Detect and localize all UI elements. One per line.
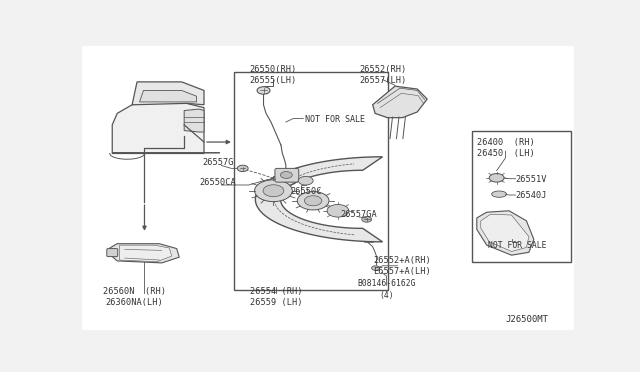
Circle shape: [237, 165, 248, 171]
Text: 26551V: 26551V: [515, 175, 547, 184]
Text: 26552(RH)
26557(LH): 26552(RH) 26557(LH): [359, 65, 406, 85]
Text: J26500MT: J26500MT: [506, 315, 548, 324]
Polygon shape: [112, 102, 204, 154]
Polygon shape: [255, 157, 383, 242]
Polygon shape: [481, 214, 529, 251]
Polygon shape: [132, 82, 204, 105]
Polygon shape: [477, 211, 534, 255]
Circle shape: [372, 266, 380, 270]
Circle shape: [280, 171, 292, 179]
Circle shape: [298, 176, 313, 185]
Polygon shape: [110, 244, 179, 263]
Circle shape: [255, 180, 292, 202]
Bar: [234, 72, 388, 289]
Circle shape: [297, 192, 329, 210]
FancyBboxPatch shape: [275, 169, 299, 182]
Circle shape: [362, 217, 372, 222]
Text: 26557GA: 26557GA: [341, 210, 378, 219]
Text: 26550(RH)
26555(LH): 26550(RH) 26555(LH): [250, 65, 297, 85]
Text: 26550C: 26550C: [290, 187, 321, 196]
Text: 26560N  (RH)
26360NA(LH): 26560N (RH) 26360NA(LH): [103, 287, 166, 307]
Polygon shape: [120, 245, 172, 262]
Polygon shape: [140, 90, 196, 102]
Bar: [472, 131, 571, 262]
Text: NOT FOR SALE: NOT FOR SALE: [305, 115, 365, 124]
Polygon shape: [372, 86, 428, 118]
Text: 26540J: 26540J: [515, 190, 547, 199]
Text: 26552+A(RH)
E6557+A(LH): 26552+A(RH) E6557+A(LH): [374, 256, 431, 276]
Circle shape: [327, 205, 349, 217]
Ellipse shape: [492, 191, 507, 197]
Text: B08146-6162G
(4): B08146-6162G (4): [357, 279, 416, 299]
Text: 26400  (RH)
26450  (LH): 26400 (RH) 26450 (LH): [477, 138, 534, 158]
Text: NOT FOR SALE: NOT FOR SALE: [488, 241, 547, 250]
Circle shape: [305, 196, 322, 206]
Polygon shape: [184, 109, 204, 132]
FancyBboxPatch shape: [107, 248, 118, 257]
Text: 26557G: 26557G: [202, 158, 234, 167]
Text: 26554 (RH)
26559 (LH): 26554 (RH) 26559 (LH): [250, 287, 302, 307]
Circle shape: [489, 173, 504, 182]
Circle shape: [257, 87, 270, 94]
Text: 26550CA: 26550CA: [200, 178, 236, 187]
Circle shape: [263, 185, 284, 197]
